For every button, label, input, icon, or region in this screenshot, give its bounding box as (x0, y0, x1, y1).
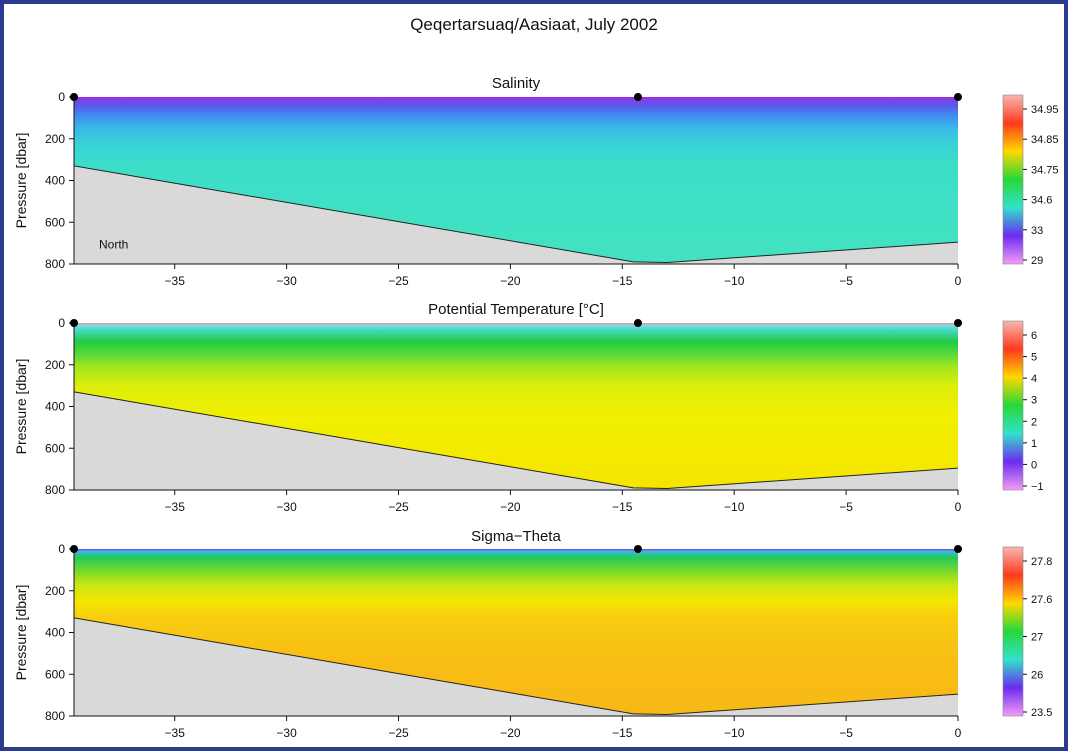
x-tick-label: 0 (955, 274, 962, 288)
x-tick-label: −25 (388, 274, 409, 288)
colorbar-label: 2 (1031, 416, 1037, 428)
colorbar-label: 27.6 (1031, 594, 1052, 606)
station-marker (954, 545, 962, 553)
x-tick-label: −5 (839, 726, 853, 740)
plot-area (74, 323, 958, 490)
panel-title: Potential Temperature [°C] (428, 301, 604, 318)
y-tick-label: 600 (45, 667, 65, 681)
x-tick-label: −5 (839, 500, 853, 514)
x-tick-label: 0 (955, 726, 962, 740)
x-tick-label: −15 (612, 726, 633, 740)
y-tick-label: 0 (58, 542, 65, 556)
figure-title: Qeqertarsuaq/Aasiaat, July 2002 (410, 15, 658, 34)
x-tick-label: −15 (612, 274, 633, 288)
plot-area (74, 97, 958, 264)
colorbar-label: 27 (1031, 632, 1043, 644)
colorbar-label: 0 (1031, 459, 1037, 471)
x-tick-label: −5 (839, 274, 853, 288)
annotation-north: North (99, 237, 128, 251)
x-tick-label: 0 (955, 500, 962, 514)
y-tick-label: 800 (45, 257, 65, 271)
panel-title: Sigma−Theta (471, 528, 561, 545)
colorbar-label: −1 (1031, 481, 1044, 493)
x-tick-label: −35 (165, 726, 186, 740)
x-tick-label: −20 (500, 726, 521, 740)
station-marker (70, 319, 78, 327)
seafloor (74, 165, 958, 264)
panel-title: Salinity (492, 75, 541, 92)
x-tick-label: −30 (276, 274, 297, 288)
x-tick-label: −30 (276, 500, 297, 514)
x-tick-label: −25 (388, 726, 409, 740)
y-tick-label: 600 (45, 441, 65, 455)
y-tick-label: 600 (45, 215, 65, 229)
x-tick-label: −10 (724, 500, 745, 514)
station-marker (70, 545, 78, 553)
colorbar-label: 6 (1031, 330, 1037, 342)
panel-1: Salinity Pressure [dbar] 0 200 400 600 800 −35 −… (13, 75, 1059, 288)
y-axis-label: Pressure [dbar] (13, 585, 29, 681)
y-tick-label: 400 (45, 400, 65, 414)
station-marker (633, 93, 642, 101)
colorbar (1002, 320, 1024, 491)
y-axis-label: Pressure [dbar] (13, 133, 29, 229)
panel-2: Potential Temperature [°C] Pressure [dbar… (13, 301, 1044, 514)
colorbar-label: 4 (1031, 373, 1037, 385)
colorbar-label: 26 (1031, 669, 1043, 681)
x-tick-label: −10 (724, 274, 745, 288)
y-tick-label: 0 (58, 316, 65, 330)
station-marker (633, 319, 642, 327)
seafloor-line (74, 617, 958, 716)
seafloor-line (74, 165, 958, 264)
colorbar-label: 3 (1031, 395, 1037, 407)
x-tick-label: −20 (500, 500, 521, 514)
colorbar-label: 34.75 (1031, 164, 1059, 176)
colorbar (1002, 546, 1024, 717)
station-marker (70, 93, 78, 101)
colorbar-label: 29 (1031, 255, 1043, 267)
y-tick-label: 800 (45, 709, 65, 723)
y-tick-label: 800 (45, 483, 65, 497)
y-tick-label: 200 (45, 358, 65, 372)
panel-3: Sigma−Theta Pressure [dbar] 0 200 400 600 800 −… (13, 528, 1052, 740)
x-tick-label: −35 (165, 274, 186, 288)
colorbar-label: 34.6 (1031, 195, 1052, 207)
station-marker (954, 93, 962, 101)
x-tick-label: −30 (276, 726, 297, 740)
y-tick-label: 200 (45, 584, 65, 598)
colorbar-label: 34.85 (1031, 134, 1059, 146)
station-marker (954, 319, 962, 327)
station-marker (633, 545, 642, 553)
plot-area (74, 549, 958, 716)
y-axis-label: Pressure [dbar] (13, 359, 29, 455)
x-tick-label: −15 (612, 500, 633, 514)
x-tick-label: −25 (388, 500, 409, 514)
colorbar-label: 5 (1031, 352, 1037, 364)
seafloor-line (74, 391, 958, 490)
y-tick-label: 0 (58, 90, 65, 104)
x-tick-label: −20 (500, 274, 521, 288)
colorbar-label: 1 (1031, 438, 1037, 450)
y-tick-label: 200 (45, 132, 65, 146)
seafloor (74, 391, 958, 490)
colorbar-label: 33 (1031, 225, 1043, 237)
seafloor (74, 617, 958, 716)
x-tick-label: −35 (165, 500, 186, 514)
x-tick-label: −10 (724, 726, 745, 740)
colorbar-label: 27.8 (1031, 556, 1052, 568)
y-tick-label: 400 (45, 174, 65, 188)
colorbar-label: 23.5 (1031, 707, 1052, 719)
colorbar-label: 34.95 (1031, 104, 1059, 116)
colorbar (1002, 94, 1024, 265)
y-tick-label: 400 (45, 626, 65, 640)
